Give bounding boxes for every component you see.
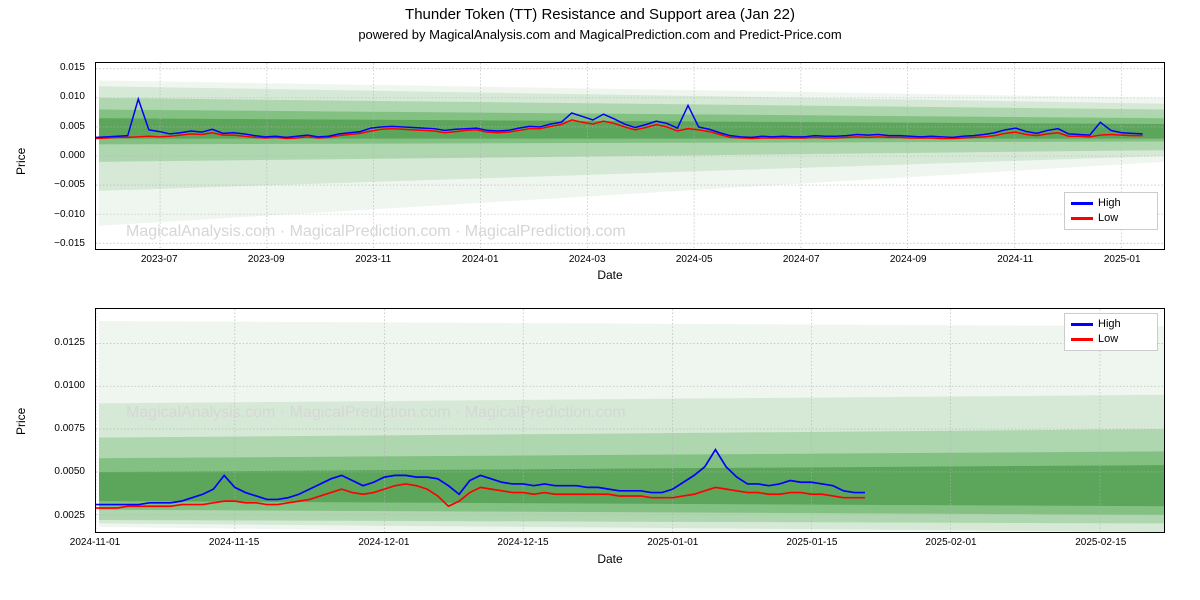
y-tick-label: 0.0050	[0, 466, 85, 477]
x-tick-label: 2024-05	[676, 254, 713, 265]
x-tick-label: 2024-11-01	[70, 537, 120, 548]
y-tick-label: 0.0125	[0, 337, 85, 348]
x-tick-label: 2025-02-15	[1075, 537, 1126, 548]
y-tick-label: 0.0025	[0, 510, 85, 521]
y-tick-label: 0.010	[0, 91, 85, 102]
chart-container: Thunder Token (TT) Resistance and Suppor…	[0, 0, 1200, 600]
legend-high-label: High	[1098, 196, 1121, 211]
y-tick-label: −0.010	[0, 209, 85, 220]
y-tick-label: −0.005	[0, 179, 85, 190]
x-tick-label: 2025-02-01	[925, 537, 976, 548]
legend-low-swatch	[1071, 217, 1093, 220]
y-tick-label: 0.0075	[0, 423, 85, 434]
x-tick-label: 2024-01	[462, 254, 499, 265]
y-axis-label-top: Price	[14, 148, 28, 175]
legend-low-swatch	[1071, 338, 1093, 341]
y-tick-label: 0.000	[0, 150, 85, 161]
x-axis-label-bottom: Date	[580, 552, 640, 566]
x-tick-label: 2023-07	[141, 254, 178, 265]
legend-bottom: High Low	[1064, 313, 1158, 351]
x-tick-label: 2024-11-15	[209, 537, 259, 548]
x-tick-label: 2024-03	[569, 254, 606, 265]
x-tick-label: 2024-12-01	[358, 537, 409, 548]
chart-panel-bottom: MagicalAnalysis.com · MagicalPrediction.…	[95, 308, 1165, 533]
x-tick-label: 2025-01-15	[786, 537, 837, 548]
x-tick-label: 2025-01	[1104, 254, 1141, 265]
chart-subtitle: powered by MagicalAnalysis.com and Magic…	[0, 23, 1200, 42]
x-axis-label-top: Date	[580, 268, 640, 282]
x-tick-label: 2024-09	[890, 254, 927, 265]
legend-top: High Low	[1064, 192, 1158, 230]
chart-panel-top: MagicalAnalysis.com · MagicalPrediction.…	[95, 62, 1165, 250]
legend-high-label: High	[1098, 317, 1121, 332]
y-tick-label: −0.015	[0, 238, 85, 249]
x-tick-label: 2023-11	[355, 254, 391, 265]
y-tick-label: 0.015	[0, 62, 85, 73]
x-tick-label: 2023-09	[248, 254, 285, 265]
x-tick-label: 2024-12-15	[497, 537, 548, 548]
y-axis-label-bottom: Price	[14, 408, 28, 435]
legend-low-label: Low	[1098, 211, 1118, 226]
y-tick-label: 0.0100	[0, 380, 85, 391]
x-tick-label: 2024-11	[997, 254, 1033, 265]
x-tick-label: 2024-07	[783, 254, 820, 265]
legend-high-swatch	[1071, 202, 1093, 205]
legend-high-swatch	[1071, 323, 1093, 326]
y-tick-label: 0.005	[0, 121, 85, 132]
chart-title: Thunder Token (TT) Resistance and Suppor…	[0, 0, 1200, 23]
legend-low-label: Low	[1098, 332, 1118, 347]
x-tick-label: 2025-01-01	[647, 537, 698, 548]
